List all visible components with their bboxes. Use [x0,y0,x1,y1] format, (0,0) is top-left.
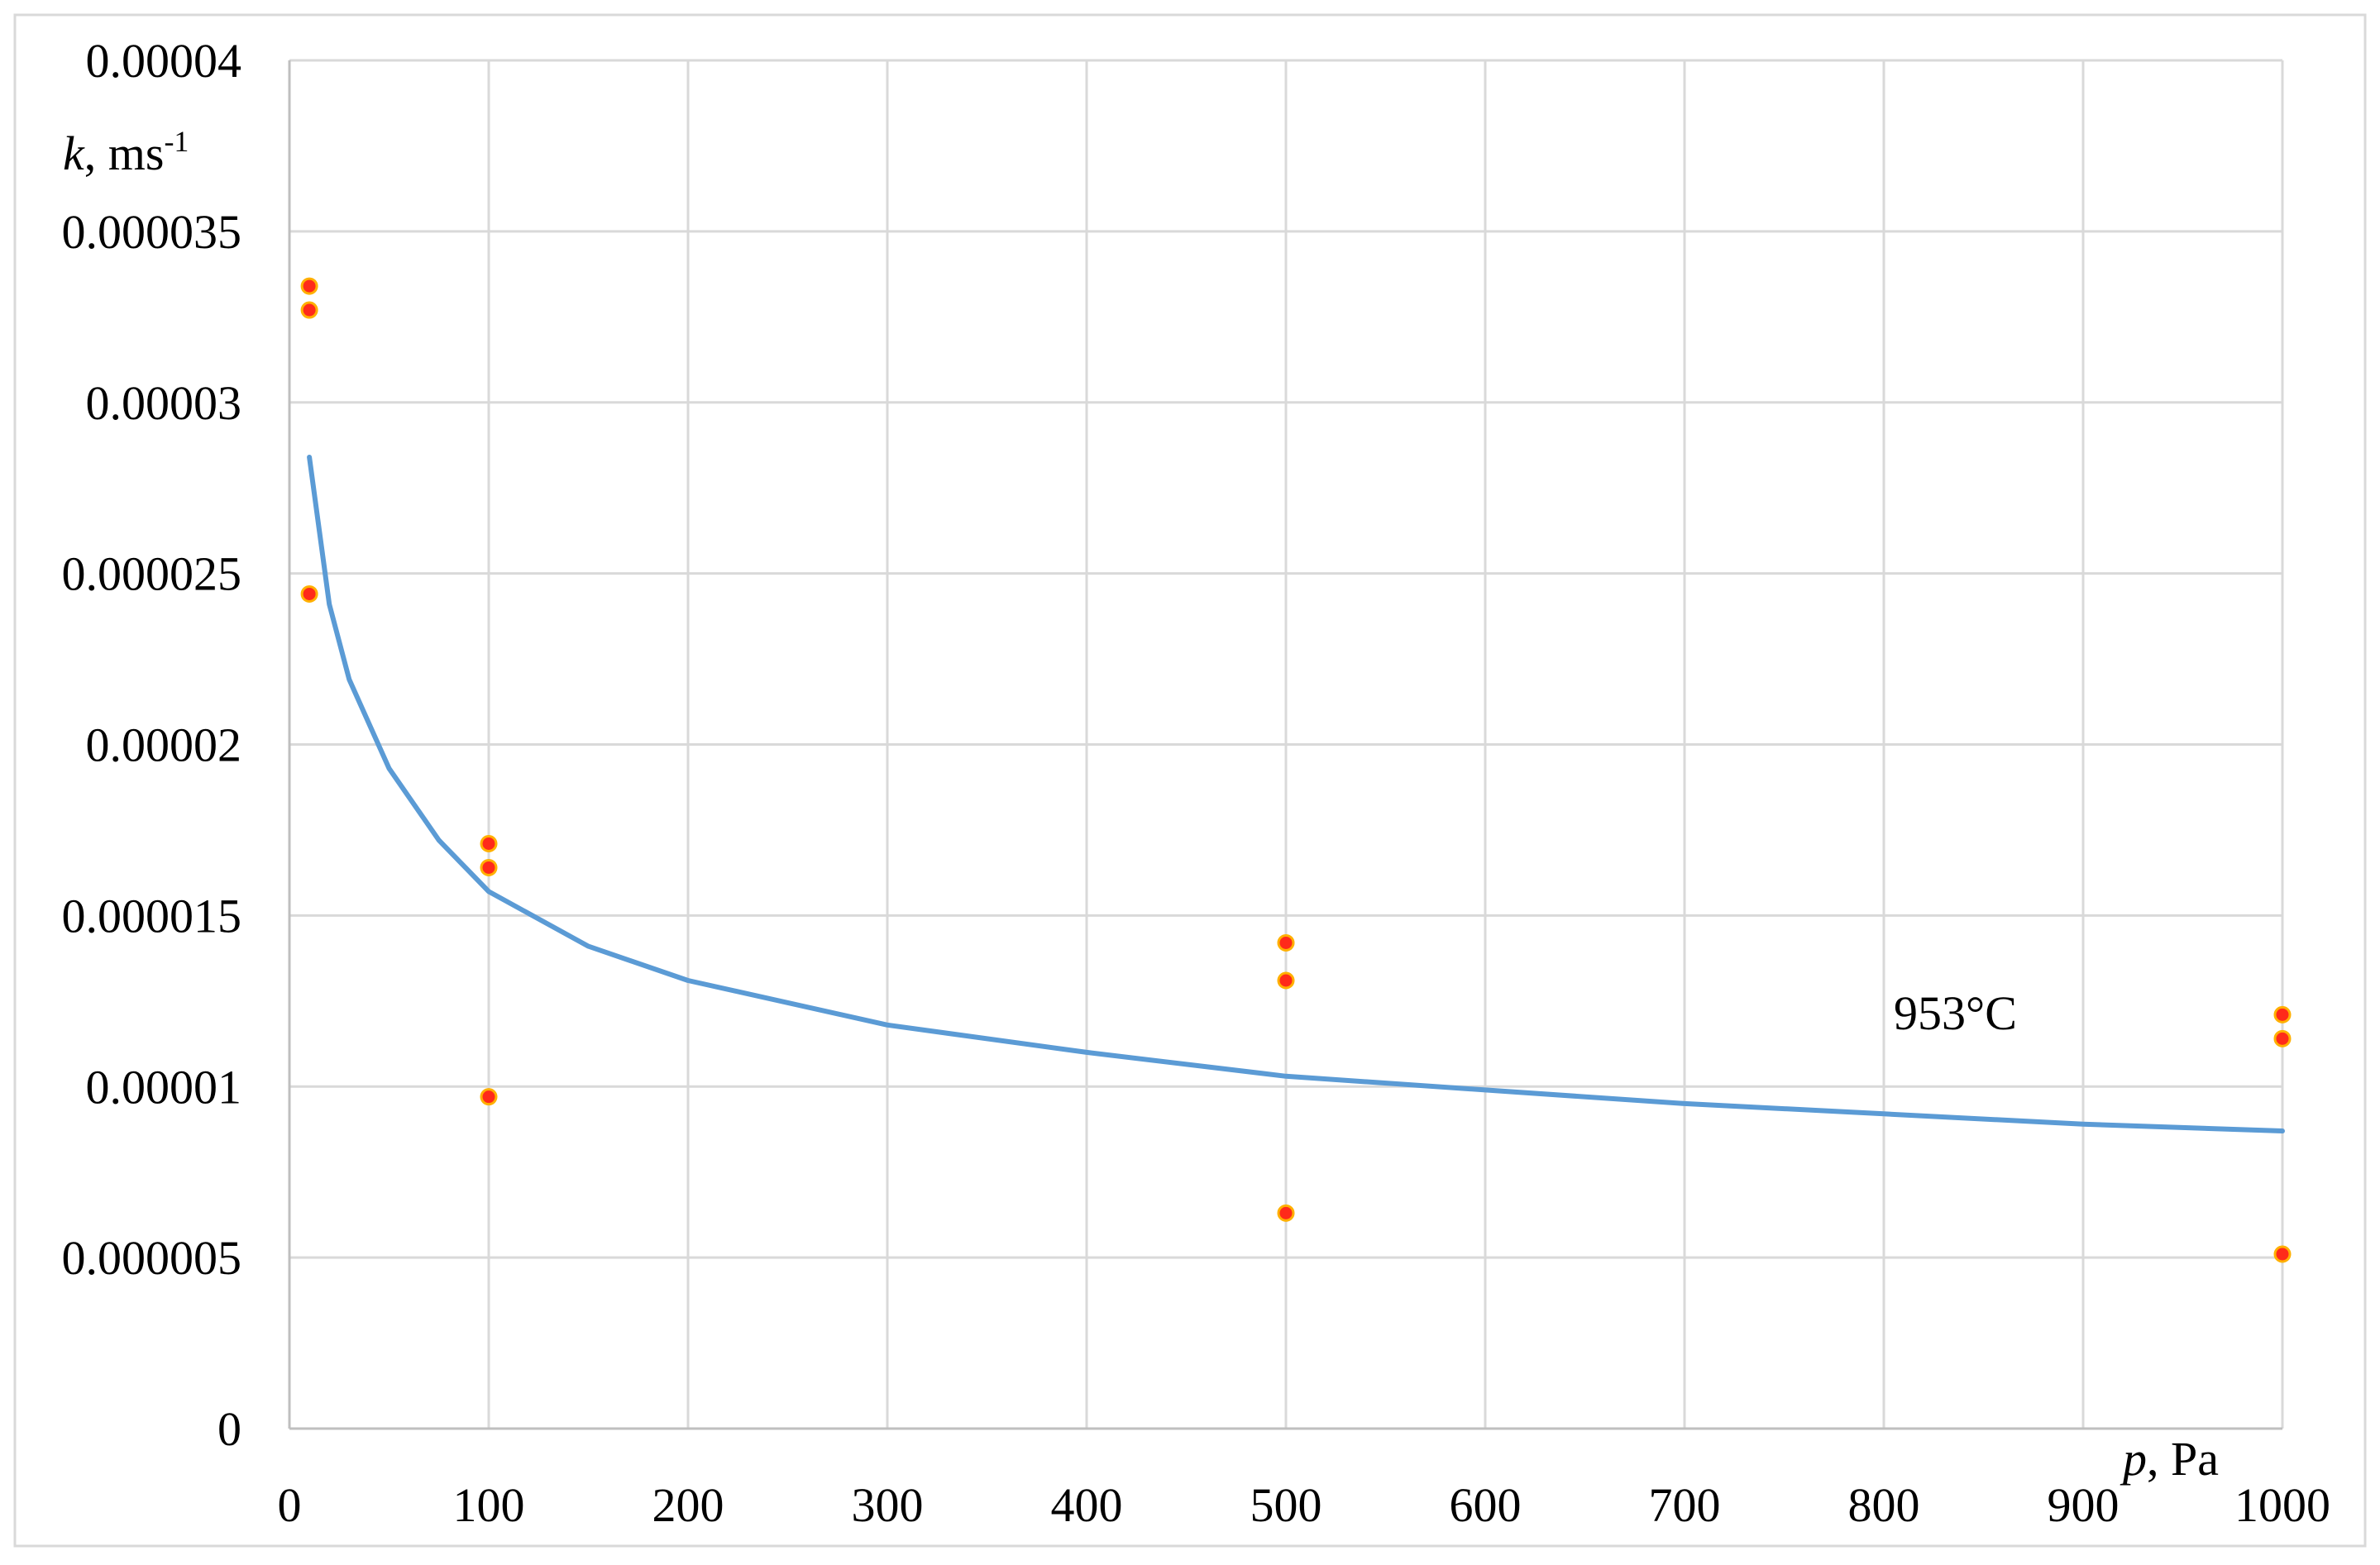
data-point [480,858,498,876]
y-tick-label: 0.00004 [86,34,242,88]
x-tick-label: 500 [1250,1478,1322,1532]
x-axis-label: p, Pa [2120,1432,2219,1486]
y-axis-variable: k [63,126,85,180]
y-tick-label: 0.00001 [86,1060,242,1114]
tick-labels: 0 100 200 300 400 500 600 700 800 900 1000 0 0.00000… [62,34,2331,1532]
chart-frame [13,13,2367,1548]
y-tick-label: 0.000025 [62,547,242,601]
x-tick-label: 200 [652,1478,724,1532]
data-point [300,277,318,295]
x-axis-unit: , Pa [2147,1432,2219,1486]
x-tick-label: 400 [1051,1478,1123,1532]
fit-line [307,455,2285,1133]
x-tick-label: 100 [453,1478,525,1532]
data-point [2273,1029,2292,1047]
trend-line-layer [307,455,2285,1133]
data-point [480,1088,498,1106]
y-tick-label: 0.000015 [62,889,242,942]
data-points [300,277,2292,1263]
y-axis-label: k, ms-1 [63,125,189,180]
gridlines [289,59,2284,1429]
y-tick-label: 0.000035 [62,205,242,259]
y-tick-label: 0 [217,1402,241,1456]
y-tick-label: 0.00002 [86,718,242,772]
x-tick-label: 700 [1649,1478,1721,1532]
temperature-annotation: 953°C [1894,986,2017,1040]
data-point [300,301,318,319]
x-tick-label: 1000 [2234,1478,2330,1532]
x-tick-label: 900 [2048,1478,2120,1532]
axes [288,60,2282,1430]
x-tick-label: 600 [1450,1478,1522,1532]
x-axis-variable: p [2120,1432,2147,1486]
x-tick-label: 800 [1848,1478,1920,1532]
data-point [2273,1245,2292,1263]
data-point [300,584,318,603]
y-axis-unit: , ms [84,126,165,180]
x-tick-label: 300 [852,1478,924,1532]
y-tick-label: 0.00003 [86,376,242,430]
data-point [1277,933,1295,952]
x-tick-label: 0 [278,1478,302,1532]
y-tick-label: 0.000005 [62,1231,242,1285]
data-point [1277,971,1295,990]
data-point [480,834,498,852]
data-point [1277,1204,1295,1222]
data-point [2273,1005,2292,1023]
y-axis-unit-exponent: -1 [164,125,189,158]
